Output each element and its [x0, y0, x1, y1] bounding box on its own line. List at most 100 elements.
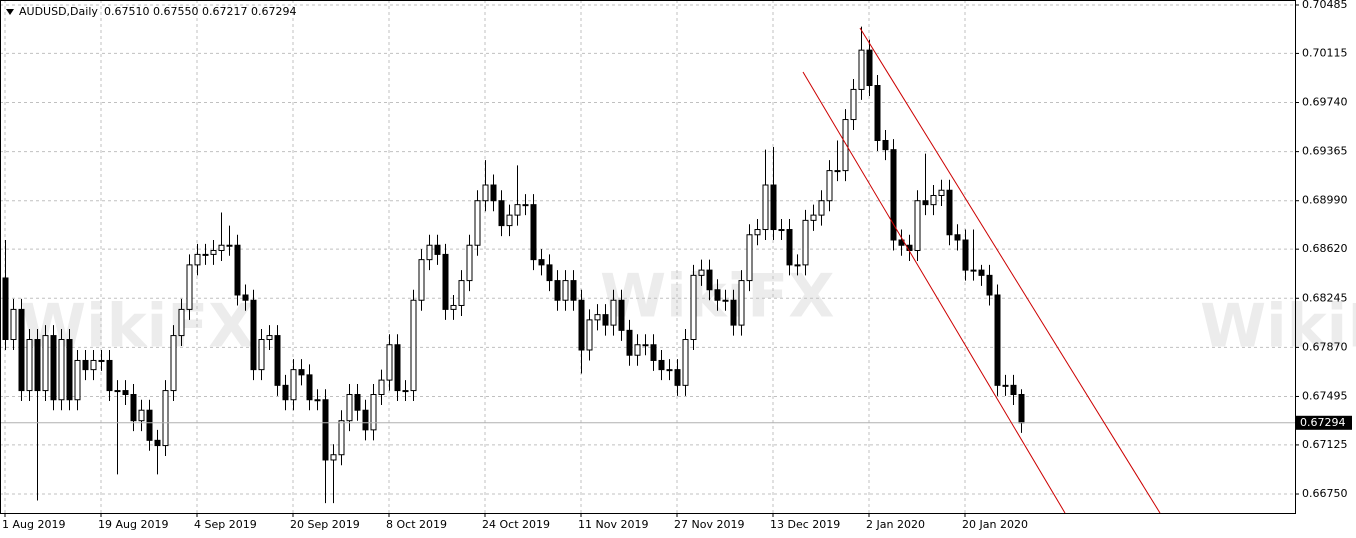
candle-body	[506, 214, 513, 227]
y-tick-label: 0.67870	[1302, 340, 1348, 353]
x-tick-label: 27 Nov 2019	[674, 518, 744, 531]
x-tick-label: 20 Sep 2019	[290, 518, 360, 531]
candle-body	[1010, 384, 1017, 396]
candle-body	[850, 88, 857, 121]
candle-body	[922, 200, 929, 206]
candle-body	[962, 239, 969, 271]
candle-body	[82, 359, 89, 371]
candle-body	[666, 369, 673, 372]
candle-body	[234, 244, 241, 296]
candle-body	[450, 304, 457, 310]
candle-body	[98, 359, 105, 362]
candle-body	[586, 319, 593, 351]
candle-body	[298, 369, 305, 376]
candle-body	[602, 314, 609, 326]
candle-body	[722, 299, 729, 302]
candle-body	[530, 204, 537, 261]
candle-body	[866, 49, 873, 86]
ohlc-text: 0.67510 0.67550 0.67217 0.67294	[104, 5, 296, 18]
candle-body	[810, 214, 817, 221]
candle-body	[706, 269, 713, 291]
candle-body	[146, 409, 153, 441]
candle-body	[418, 259, 425, 301]
candle-body	[426, 244, 433, 261]
candle-body	[802, 219, 809, 266]
candle-body	[258, 339, 265, 371]
candle-body	[546, 264, 553, 282]
candle-body	[226, 244, 233, 247]
candle-body	[274, 335, 281, 386]
candle-body	[306, 374, 313, 401]
candle-body	[314, 399, 321, 402]
x-tick-label: 24 Oct 2019	[482, 518, 550, 531]
candle-body	[682, 339, 689, 386]
candle-body	[490, 184, 497, 202]
candle-body	[978, 269, 985, 276]
candle-body	[842, 119, 849, 172]
candle-body	[1002, 384, 1009, 387]
candle-body	[386, 344, 393, 381]
candle-body	[914, 200, 921, 251]
candle-body	[122, 390, 129, 396]
candle-body	[882, 139, 889, 151]
candle-body	[610, 299, 617, 326]
watermarks: WikiFX WikiFX WikiFX	[20, 262, 1356, 362]
candle-body	[890, 149, 897, 241]
candle-body	[170, 335, 177, 392]
candle-body	[474, 200, 481, 246]
candle-body	[626, 329, 633, 356]
candle-body	[874, 85, 881, 141]
candle-body	[754, 229, 761, 236]
candle-body	[466, 244, 473, 282]
chart-title: AUDUSD,Daily	[19, 5, 98, 18]
candle-body	[954, 234, 961, 241]
candle-body	[178, 308, 185, 337]
candle-body	[186, 264, 193, 310]
x-tick-label: 2 Jan 2020	[866, 518, 925, 531]
candle-body	[2, 277, 9, 341]
candle-body	[570, 280, 577, 301]
candle-body	[642, 344, 649, 347]
y-tick-label: 0.67125	[1302, 438, 1348, 451]
y-tick-label: 0.69365	[1302, 145, 1348, 158]
candle-body	[746, 234, 753, 282]
candle-body	[762, 184, 769, 231]
current-price-box	[1296, 415, 1352, 430]
x-tick-label: 20 Jan 2020	[962, 518, 1028, 531]
candle-body	[346, 394, 353, 422]
candles	[0, 26, 1295, 504]
candle-body	[442, 253, 449, 310]
candle-body	[194, 253, 201, 266]
candle-body	[290, 369, 297, 401]
candle-body	[482, 184, 489, 202]
channel-upper	[859, 27, 1161, 514]
x-tick-label: 13 Dec 2019	[770, 518, 840, 531]
candle-body	[266, 335, 273, 341]
watermark: WikiFX	[1200, 292, 1356, 362]
candle-body	[362, 409, 369, 431]
candle-body	[834, 170, 841, 173]
candle-body	[58, 339, 65, 401]
candle-body	[498, 200, 505, 227]
candle-body	[514, 204, 521, 216]
candle-body	[594, 314, 601, 321]
candle-body	[154, 439, 161, 447]
candle-body	[66, 339, 73, 401]
x-tick-label: 11 Nov 2019	[578, 518, 648, 531]
y-tick-label: 0.70115	[1302, 46, 1348, 59]
y-tick-label: 0.67495	[1302, 389, 1348, 402]
candle-body	[10, 308, 17, 341]
candle-body	[618, 299, 625, 331]
candle-body	[714, 289, 721, 301]
y-tick-label: 0.70485	[1302, 0, 1348, 11]
candle-body	[674, 369, 681, 386]
candle-body	[394, 344, 401, 392]
candle-body	[634, 344, 641, 356]
x-tick-label: 19 Aug 2019	[98, 518, 168, 531]
candle-body	[698, 269, 705, 276]
candle-body	[90, 359, 97, 371]
candle-body	[778, 229, 785, 232]
candle-body	[930, 194, 937, 206]
candle-body	[1018, 394, 1025, 424]
